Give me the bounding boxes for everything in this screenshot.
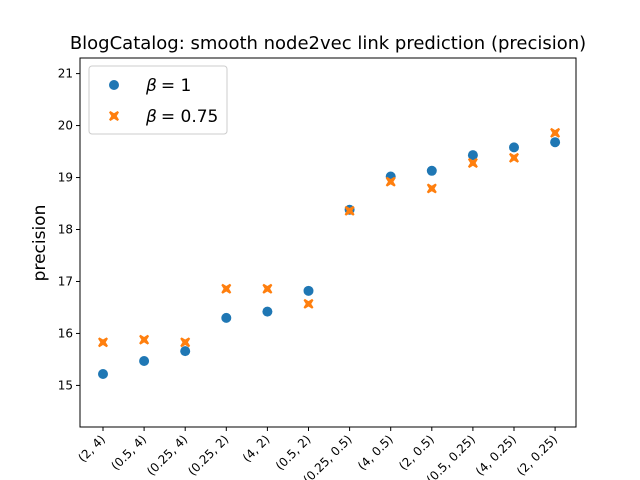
chart-title: BlogCatalog: smooth node2vec link predic… <box>70 33 586 54</box>
x-tick-label: (4, 0.25) <box>473 432 519 478</box>
series-1-point <box>509 142 519 153</box>
series-1-point <box>98 368 108 379</box>
y-tick-label: 19 <box>58 171 73 185</box>
y-tick-label: 20 <box>58 119 73 133</box>
x-tick-label: (0.25, 4) <box>144 432 190 478</box>
y-tick-label: 16 <box>58 326 73 340</box>
series-1-point <box>262 306 273 317</box>
series-2-point <box>385 176 396 187</box>
legend-value: = 1 <box>161 76 191 96</box>
y-tick-label: 15 <box>58 378 73 392</box>
x-tick-label: (0.5, 2) <box>273 432 314 473</box>
y-tick-label: 18 <box>58 223 73 237</box>
series-1-point <box>303 285 314 296</box>
legend-variable: β <box>145 76 157 96</box>
series-2-point <box>180 337 191 348</box>
series-1-point <box>426 165 437 176</box>
legend-box <box>88 65 228 135</box>
series-2-point <box>509 152 519 163</box>
x-tick-label: (2, 4) <box>75 432 108 465</box>
series-2-point <box>139 334 150 345</box>
x-tick-label: (2, 0.5) <box>396 432 437 473</box>
y-axis: 15 16 17 18 19 20 21 <box>58 67 80 392</box>
legend: β = 1β = 0.75 <box>88 65 228 135</box>
data-points <box>98 127 561 379</box>
series-2-point <box>467 158 478 168</box>
x-tick-label: (2, 0.25) <box>514 432 560 478</box>
series-2-point <box>262 283 273 294</box>
x-tick-label: (0.5, 4) <box>108 432 149 473</box>
series-2-point <box>550 127 561 138</box>
legend-label-2: β = 0.75 <box>145 107 218 127</box>
legend-value: = 0.75 <box>161 107 219 127</box>
y-tick-label: 21 <box>58 67 73 81</box>
x-tick-label: (4, 0.5) <box>355 432 396 473</box>
series-1-point <box>180 346 191 357</box>
series-2-point <box>426 183 437 194</box>
legend-marker-2 <box>109 111 119 121</box>
y-tick-label: 17 <box>58 274 73 288</box>
x-tick-label: (4, 2) <box>240 432 273 465</box>
series-2-point <box>303 298 314 309</box>
series-2-point <box>98 337 108 348</box>
x-axis: (2, 4) (0.5, 4)(0.25, 4)(0.25, 2) (4, 2) (0… <box>75 427 560 480</box>
series-2-point <box>344 205 355 216</box>
series-1-point <box>221 312 232 323</box>
legend-variable: β <box>145 107 157 127</box>
legend-label-1: β = 1 <box>145 76 191 96</box>
series-1-point <box>550 137 561 148</box>
series-1-point <box>467 150 478 161</box>
series-1-point <box>139 355 150 366</box>
y-axis-label: precision <box>30 205 50 282</box>
plot-area-frame <box>79 57 577 428</box>
legend-marker-1 <box>109 80 119 90</box>
series-2-point <box>221 283 232 294</box>
x-tick-label: (0.25, 2) <box>185 432 231 478</box>
